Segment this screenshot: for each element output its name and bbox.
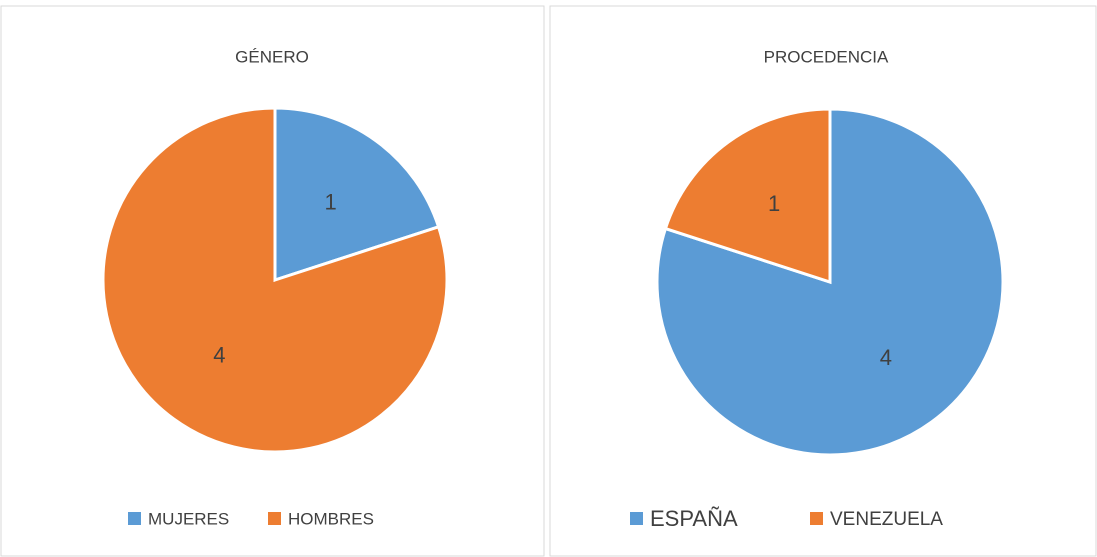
data-label: 1	[324, 189, 336, 214]
chart-title: PROCEDENCIA	[764, 47, 889, 66]
chart-title: GÉNERO	[235, 47, 309, 66]
legend-label: MUJERES	[148, 509, 229, 528]
legend-label: HOMBRES	[288, 509, 374, 528]
legend-swatch	[630, 512, 643, 525]
data-label: 1	[768, 191, 780, 216]
legend-swatch	[128, 512, 141, 525]
legend-swatch	[810, 512, 823, 525]
pie-slice	[663, 107, 832, 285]
data-label: 4	[880, 345, 892, 370]
data-label: 4	[213, 342, 225, 367]
legend-label: VENEZUELA	[830, 509, 943, 530]
legend-label: ESPAÑA	[650, 506, 738, 531]
pie-slice	[273, 106, 441, 283]
pie-slice	[101, 106, 449, 454]
legend-swatch	[268, 512, 281, 525]
